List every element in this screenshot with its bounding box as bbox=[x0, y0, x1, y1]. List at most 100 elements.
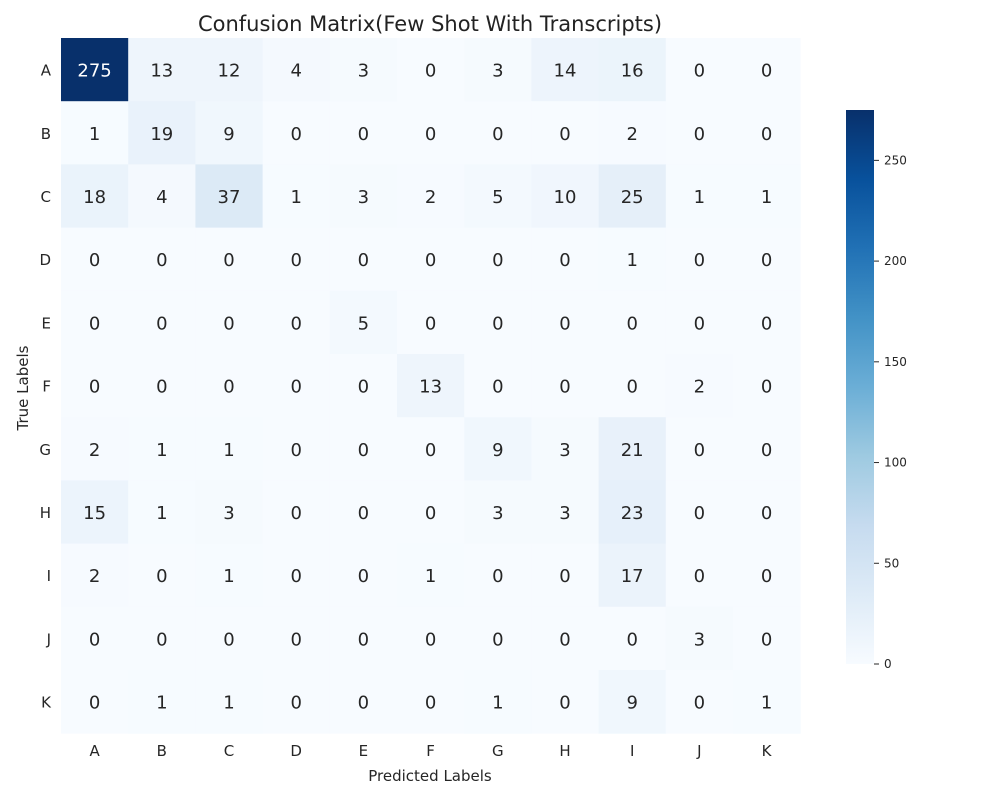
heatmap-cell bbox=[61, 38, 129, 102]
heatmap-cell bbox=[531, 670, 600, 734]
cell-value-label: 0 bbox=[425, 503, 436, 524]
heatmap-cell bbox=[598, 227, 667, 292]
x-axis-label: Predicted Labels bbox=[368, 767, 492, 785]
cell-value-label: 1 bbox=[89, 124, 100, 145]
heatmap-cell bbox=[61, 480, 129, 545]
y-tick-label: K bbox=[41, 694, 52, 712]
heatmap-cell bbox=[329, 417, 398, 481]
y-tick-label: C bbox=[41, 188, 51, 206]
heatmap-cell bbox=[61, 543, 129, 608]
heatmap-cell bbox=[665, 101, 734, 165]
heatmap-cell bbox=[464, 101, 532, 165]
cell-value-label: 0 bbox=[89, 629, 100, 650]
heatmap-cell bbox=[665, 227, 734, 292]
heatmap-cell bbox=[733, 606, 801, 671]
heatmap-cell bbox=[598, 543, 667, 608]
heatmap-cell bbox=[128, 164, 196, 229]
cell-value-label: 4 bbox=[156, 187, 167, 208]
cell-value-label: 0 bbox=[358, 124, 369, 145]
heatmap-cell bbox=[531, 417, 600, 481]
heatmap-cell bbox=[733, 38, 801, 102]
heatmap-cell bbox=[195, 164, 264, 229]
x-tick-label: J bbox=[696, 742, 701, 760]
cell-value-label: 1 bbox=[761, 187, 772, 208]
heatmap-cell bbox=[598, 101, 667, 165]
cell-value-label: 0 bbox=[761, 629, 772, 650]
colorbar-tick-label: 250 bbox=[884, 153, 907, 167]
x-tick-label: G bbox=[492, 742, 504, 760]
y-tick-labels: A B C D E F G H I J K bbox=[39, 62, 52, 712]
cell-value-label: 0 bbox=[358, 629, 369, 650]
heatmap-cells: 275 13 12 4 3 0 3 14 16 0 01 19 9 0 0 0 0 0 2 0 018 4 37 1 3 2 5 10… bbox=[61, 38, 801, 734]
heatmap-cell bbox=[397, 480, 465, 545]
heatmap-cell bbox=[61, 670, 129, 734]
heatmap-cell bbox=[61, 606, 129, 671]
cell-value-label: 5 bbox=[492, 187, 503, 208]
cell-value-label: 21 bbox=[621, 440, 644, 461]
heatmap-cell bbox=[329, 480, 398, 545]
heatmap-cell bbox=[397, 290, 465, 355]
heatmap-cell bbox=[195, 354, 264, 418]
cell-value-label: 9 bbox=[492, 440, 503, 461]
heatmap-cell bbox=[665, 354, 734, 418]
heatmap-cell bbox=[262, 480, 331, 545]
heatmap-cell bbox=[665, 164, 734, 229]
y-tick-label: F bbox=[42, 378, 51, 396]
cell-value-label: 275 bbox=[77, 61, 111, 82]
cell-value-label: 0 bbox=[694, 124, 705, 145]
cell-value-label: 3 bbox=[223, 503, 234, 524]
cell-value-label: 0 bbox=[358, 503, 369, 524]
heatmap-cell bbox=[397, 417, 465, 481]
colorbar-tick-label: 200 bbox=[884, 254, 907, 268]
cell-value-label: 0 bbox=[290, 377, 301, 398]
heatmap-cell bbox=[128, 227, 196, 292]
heatmap-cell bbox=[733, 101, 801, 165]
heatmap-cell bbox=[733, 354, 801, 418]
heatmap-cell bbox=[464, 670, 532, 734]
cell-value-label: 0 bbox=[626, 377, 637, 398]
cell-value-label: 3 bbox=[559, 440, 570, 461]
colorbar-ticks: 0 50 100 150 200 250 bbox=[874, 153, 907, 671]
heatmap-cell bbox=[665, 417, 734, 481]
x-tick-label: B bbox=[157, 742, 167, 760]
heatmap-cell bbox=[61, 417, 129, 481]
heatmap-cell bbox=[733, 227, 801, 292]
heatmap-cell bbox=[733, 164, 801, 229]
cell-value-label: 1 bbox=[626, 250, 637, 271]
heatmap-cell bbox=[531, 354, 600, 418]
cell-value-label: 3 bbox=[358, 187, 369, 208]
cell-value-label: 0 bbox=[156, 629, 167, 650]
heatmap-cell bbox=[61, 164, 129, 229]
cell-value-label: 0 bbox=[559, 693, 570, 714]
cell-value-label: 4 bbox=[290, 61, 301, 82]
y-tick-label: I bbox=[47, 567, 51, 585]
cell-value-label: 0 bbox=[694, 693, 705, 714]
cell-value-label: 0 bbox=[156, 566, 167, 587]
cell-value-label: 0 bbox=[290, 566, 301, 587]
heatmap-cell bbox=[464, 290, 532, 355]
cell-value-label: 0 bbox=[223, 377, 234, 398]
cell-value-label: 0 bbox=[761, 440, 772, 461]
cell-value-label: 0 bbox=[290, 693, 301, 714]
heatmap-cell bbox=[464, 417, 532, 481]
heatmap-cell bbox=[329, 38, 398, 102]
heatmap-cell bbox=[531, 543, 600, 608]
cell-value-label: 2 bbox=[89, 566, 100, 587]
cell-value-label: 23 bbox=[621, 503, 644, 524]
cell-value-label: 0 bbox=[761, 124, 772, 145]
x-tick-labels: A B C D E F G H I J K bbox=[89, 742, 772, 760]
heatmap-cell bbox=[598, 164, 667, 229]
y-tick-label: G bbox=[39, 441, 51, 459]
cell-value-label: 0 bbox=[425, 629, 436, 650]
cell-value-label: 0 bbox=[89, 377, 100, 398]
heatmap-cell bbox=[464, 354, 532, 418]
cell-value-label: 16 bbox=[621, 61, 644, 82]
heatmap-cell bbox=[128, 670, 196, 734]
heatmap-cell bbox=[598, 480, 667, 545]
heatmap-cell bbox=[665, 670, 734, 734]
heatmap-cell bbox=[195, 38, 264, 102]
cell-value-label: 0 bbox=[425, 313, 436, 334]
heatmap-cell bbox=[733, 670, 801, 734]
cell-value-label: 0 bbox=[290, 503, 301, 524]
